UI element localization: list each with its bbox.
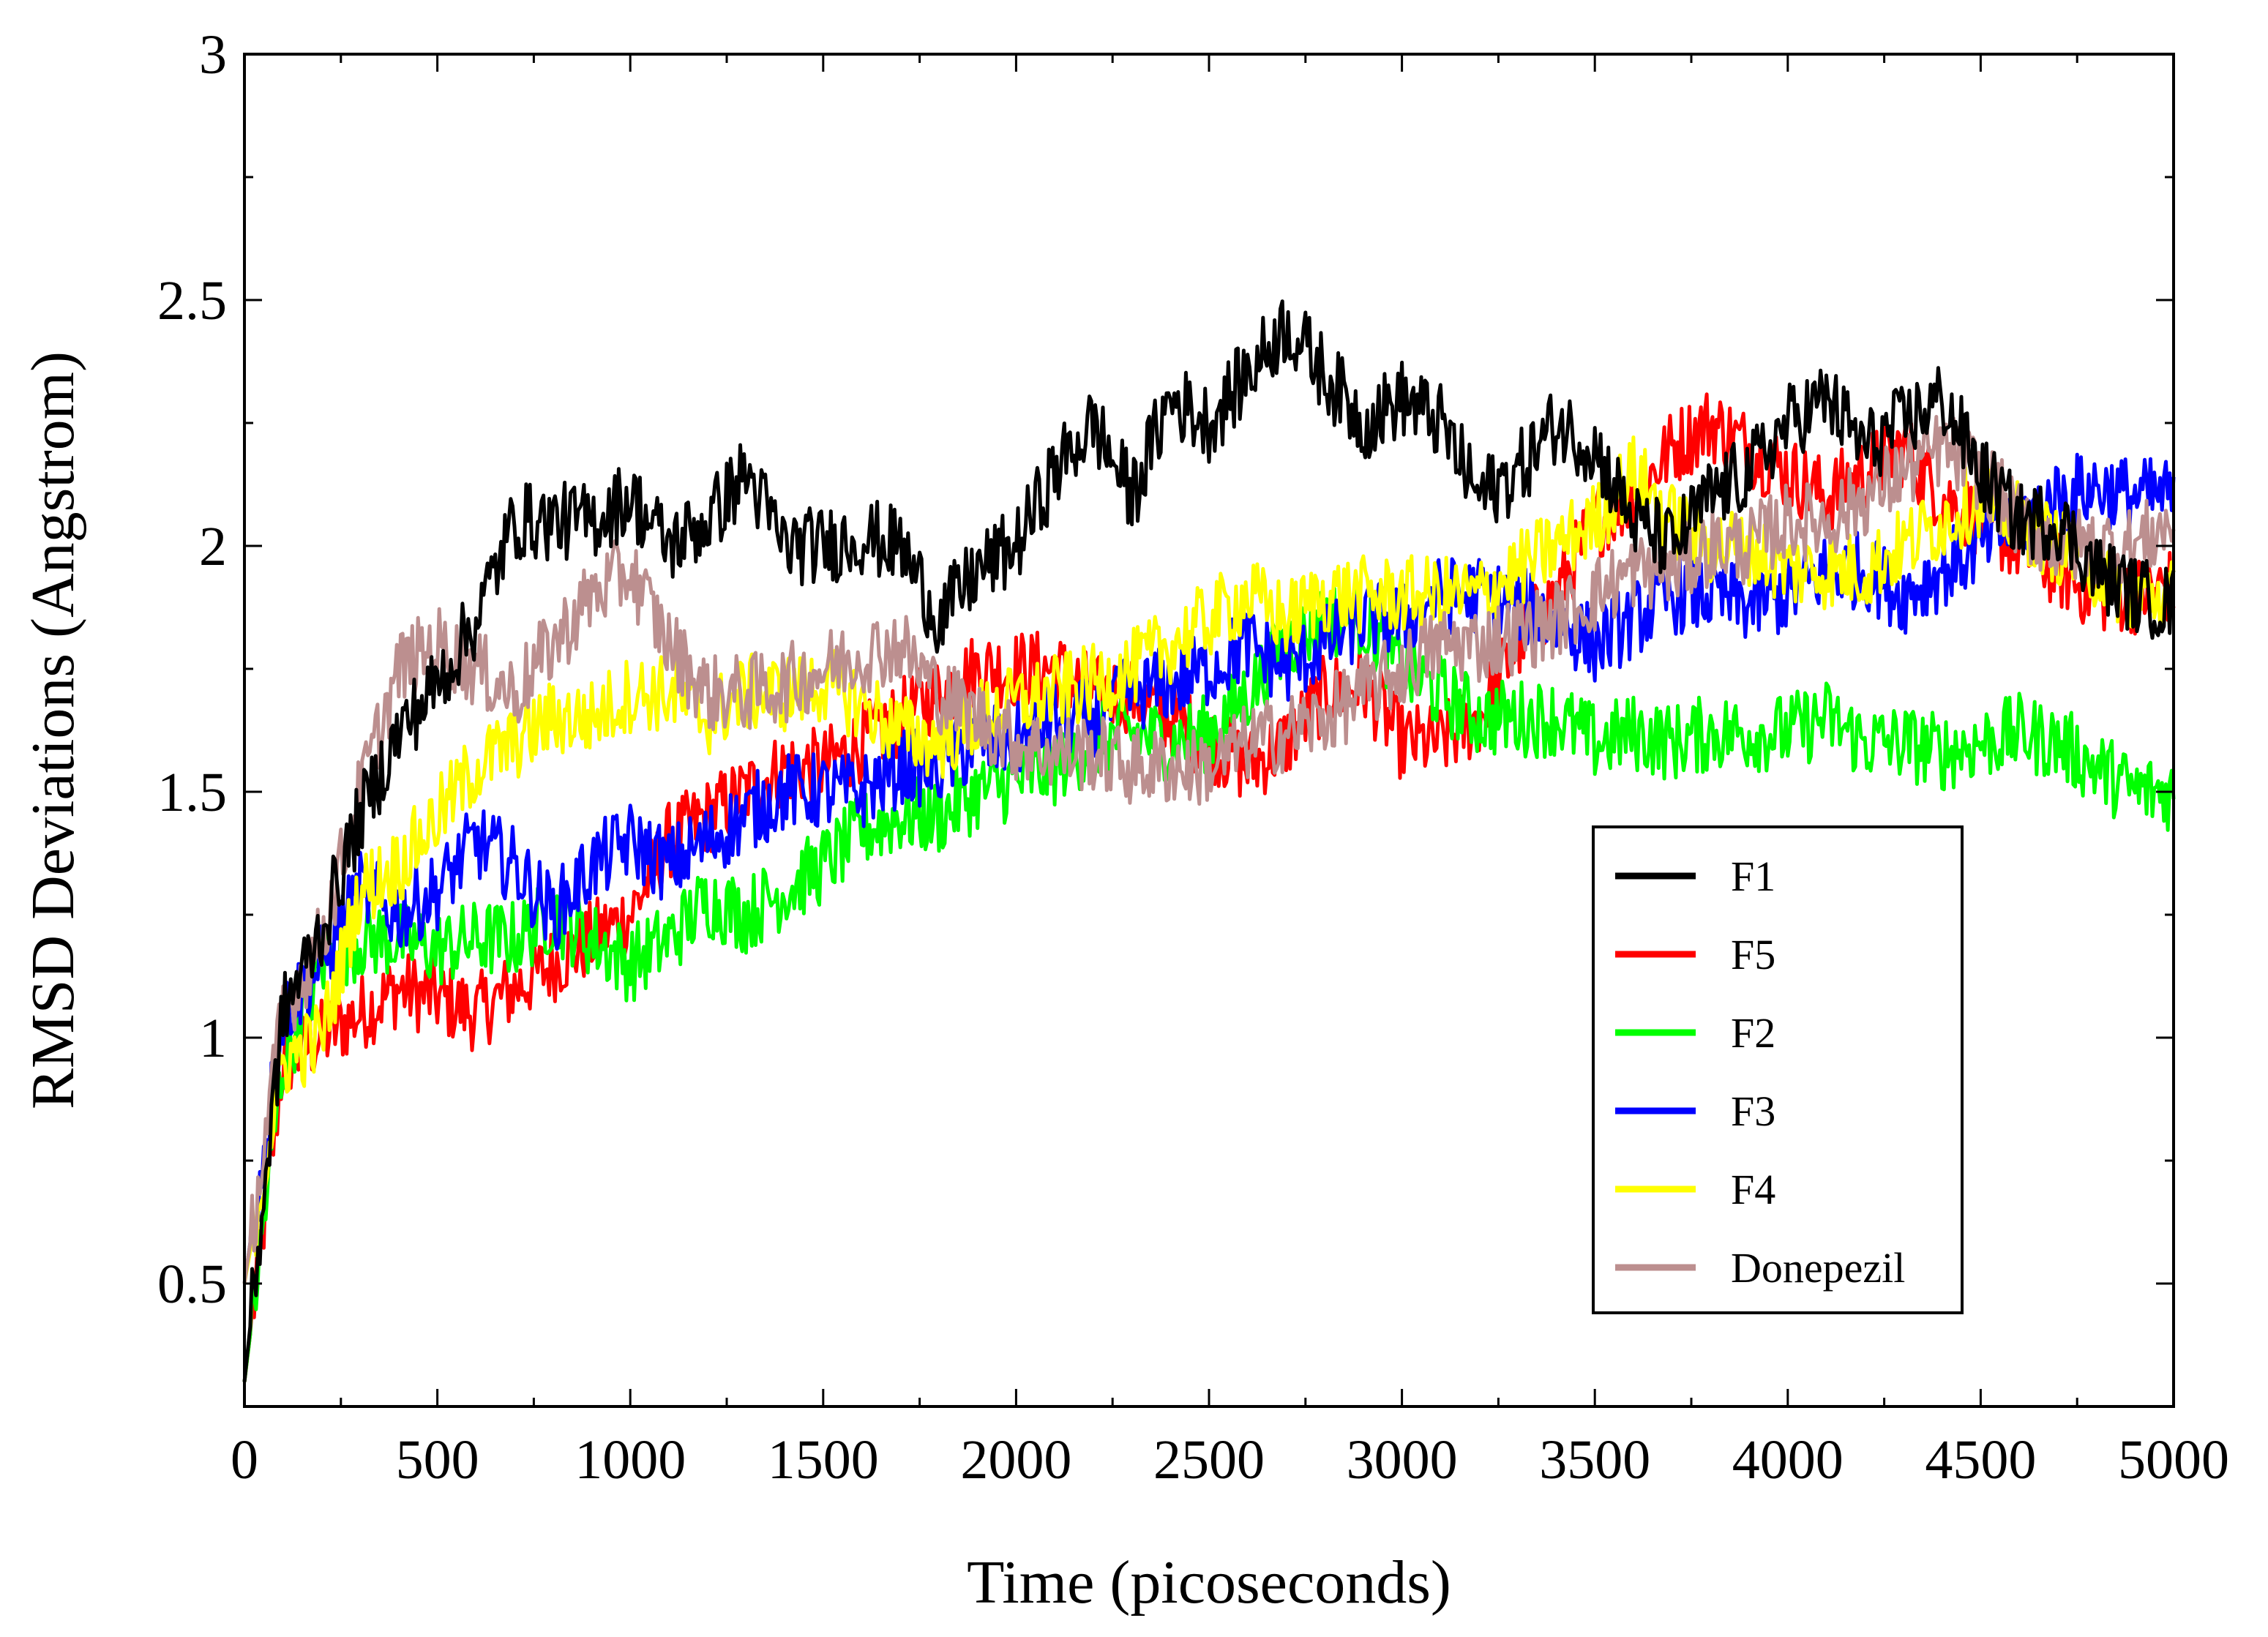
x-tick-label: 2500 — [1153, 1429, 1265, 1491]
legend-label-f4: F4 — [1731, 1166, 1775, 1213]
series-donepezil-line — [242, 415, 2176, 1284]
x-tick-label: 4000 — [1732, 1429, 1844, 1491]
ticks-layer — [243, 53, 2175, 1408]
legend-label-f3: F3 — [1731, 1087, 1775, 1135]
x-tick-label: 500 — [396, 1429, 479, 1491]
x-axis-title: Time (picoseconds) — [967, 1548, 1451, 1617]
series-f4-line — [242, 435, 2176, 1284]
x-tick-label: 5000 — [2118, 1429, 2229, 1491]
y-axis-title: RMSD Deviations (Angstrom) — [19, 351, 87, 1109]
x-tick-label: 4500 — [1925, 1429, 2036, 1491]
y-tick-label: 1 — [199, 1008, 227, 1069]
legend-label-f5: F5 — [1731, 931, 1775, 978]
y-tick-label: 0.5 — [157, 1254, 227, 1315]
legend: F1 F5 F2 F3 F4 Donepezil — [1592, 825, 1964, 1314]
legend-label-donepezil: Donepezil — [1731, 1244, 1905, 1292]
y-tick-label: 2.5 — [157, 270, 227, 331]
x-tick-label: 3500 — [1539, 1429, 1650, 1491]
y-tick-label: 2 — [199, 516, 227, 577]
y-tick-label: 1.5 — [157, 762, 227, 823]
x-tick-label: 3000 — [1347, 1429, 1458, 1491]
y-tick-label: 3 — [199, 24, 227, 86]
y-tick-labels: 0.5 1 1.5 2 2.5 3 — [157, 24, 227, 1315]
x-tick-label: 0 — [231, 1429, 258, 1491]
legend-box — [1592, 825, 1964, 1314]
x-tick-label: 2000 — [960, 1429, 1071, 1491]
x-tick-label: 1500 — [768, 1429, 879, 1491]
legend-label-f2: F2 — [1731, 1009, 1775, 1057]
series-f1-line — [242, 299, 2176, 1382]
legend-label-f1: F1 — [1731, 853, 1775, 900]
x-tick-label: 1000 — [575, 1429, 686, 1491]
x-tick-labels: 0 500 1000 1500 2000 2500 3000 3500 4000 4500 5000 — [231, 1429, 2229, 1491]
series-layer — [242, 299, 2176, 1382]
